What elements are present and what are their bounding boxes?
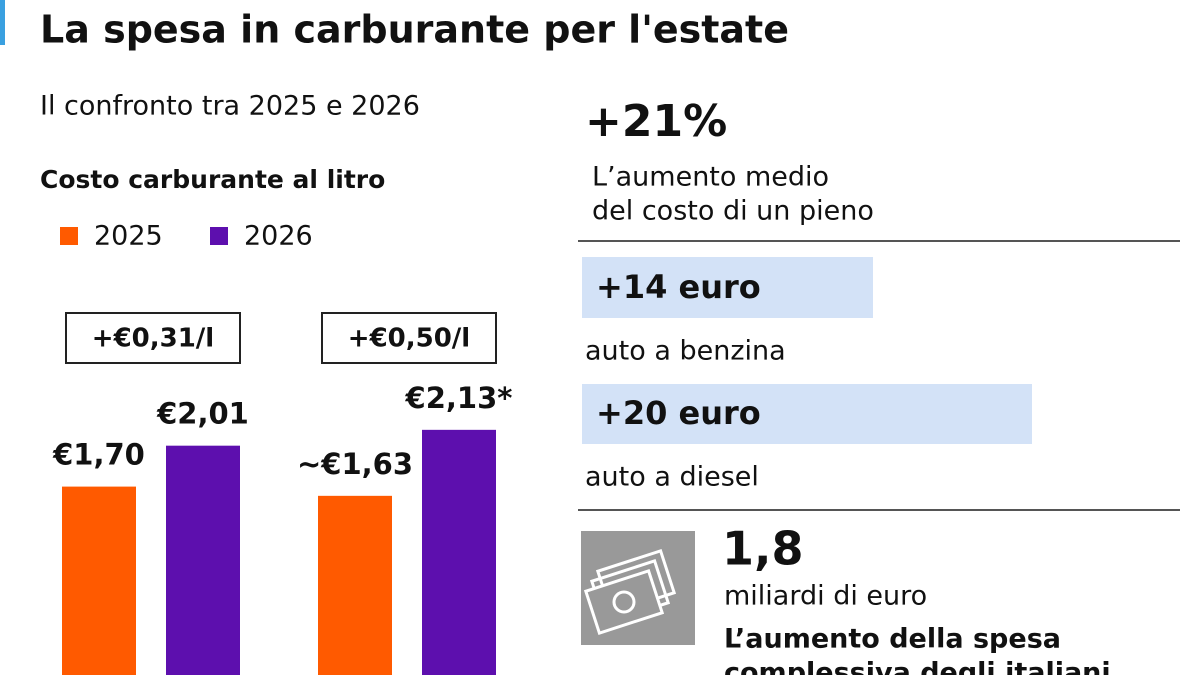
item-value: +20 euro [596, 394, 761, 432]
legend-swatch [60, 227, 78, 245]
title: La spesa in carburante per l'estate [40, 8, 789, 52]
legend-label: 2025 [94, 221, 163, 252]
headline: +21% [585, 96, 727, 147]
value-box [582, 257, 873, 318]
total-unit: miliardi di euro [724, 581, 927, 612]
legend-label: 2026 [244, 221, 313, 252]
total-text: L’aumento della spesa [724, 624, 1061, 655]
chart-title: Costo carburante al litro [40, 165, 385, 194]
annotation: +€0,50/l [348, 324, 470, 354]
bar [318, 495, 392, 675]
legend-swatch [210, 227, 228, 245]
value-label: €2,13* [405, 381, 513, 415]
accent-bar [0, 0, 5, 45]
item-label: auto a diesel [585, 462, 759, 493]
headline-text: del costo di un pieno [592, 196, 874, 227]
annotation: +€0,31/l [92, 324, 214, 354]
item-label: auto a benzina [585, 336, 786, 367]
bar [422, 429, 496, 675]
annotation-box [321, 312, 497, 364]
value-label: €1,70 [52, 438, 145, 472]
money-icon [581, 531, 695, 645]
total-text: complessiva degli italiani [724, 658, 1111, 675]
bar [166, 445, 240, 675]
headline-text: L’aumento medio [592, 162, 829, 193]
value-box [582, 384, 1032, 444]
annotation-box [65, 312, 241, 364]
item-value: +14 euro [596, 268, 761, 306]
value-label: ~€1,63 [297, 447, 413, 481]
bar [62, 486, 136, 675]
total-value: 1,8 [722, 522, 804, 576]
subtitle: Il confronto tra 2025 e 2026 [40, 91, 420, 122]
value-label: €2,01 [156, 397, 249, 431]
